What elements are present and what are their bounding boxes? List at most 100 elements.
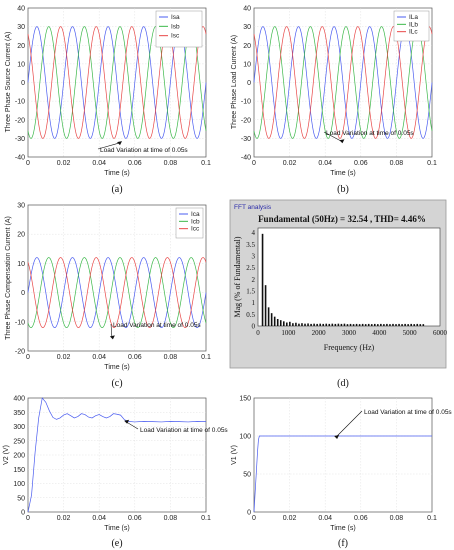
- grid: [28, 398, 206, 512]
- y-tick-label: 0: [247, 80, 251, 87]
- x-tick-label: 5000: [403, 329, 418, 337]
- fft-bar: [270, 313, 273, 326]
- x-axis-label: Time (s): [330, 170, 355, 177]
- x-tick-label: 0.06: [128, 354, 142, 361]
- y-tick-label: 250: [13, 438, 25, 445]
- series-line-isc: [27, 26, 207, 139]
- x-axis-label: Time (s): [104, 170, 129, 177]
- y-tick-label: 400: [13, 396, 25, 403]
- tick-labels: 0 1000 2000 3000 4000 5000 6000 0 0.5 1 1.5 2 2.5 3 3.…: [246, 229, 447, 337]
- legend-label: Icc: [191, 226, 200, 233]
- fft-bar: [398, 323, 400, 326]
- x-tick-label: 2000: [312, 329, 327, 337]
- fft-bar: [373, 323, 376, 326]
- axes-frame: [253, 397, 433, 513]
- fft-bar: [310, 323, 312, 326]
- fft-bar: [404, 323, 406, 326]
- fft-bar: [416, 323, 419, 326]
- fft-bar: [292, 323, 294, 326]
- x-tick-label: 0.08: [164, 160, 178, 167]
- series-line-ica: [27, 257, 207, 329]
- y-tick-label: 30: [17, 203, 25, 210]
- caption-f: (f): [338, 538, 348, 549]
- y-tick-label: 0: [21, 510, 25, 517]
- series-line-icb: [27, 257, 207, 328]
- y-tick-label: -20: [241, 117, 251, 124]
- legend-label: Isc: [171, 33, 180, 40]
- x-tick-label: 0.02: [283, 515, 297, 522]
- x-tick-label: 0: [252, 160, 256, 167]
- plot-lines: [27, 397, 207, 513]
- y-tick-label: -40: [241, 155, 251, 162]
- legend-label: Isa: [171, 14, 180, 21]
- caption-d: (d): [337, 378, 349, 389]
- x-tick-label: 0.08: [164, 354, 178, 361]
- y-tick-label: -20: [15, 117, 25, 124]
- x-tick-label: 0.04: [318, 160, 332, 167]
- panel-b: 0 0.02 0.04 0.06 0.08 0.1 -40 -30 -20 -10 0 10 20 30 4…: [231, 6, 437, 196]
- x-tick-label: 0.02: [57, 354, 71, 361]
- legend-label: ILb: [409, 21, 418, 28]
- fft-bar: [349, 323, 352, 326]
- fft-bar: [276, 319, 279, 326]
- fft-bar: [307, 323, 309, 326]
- fft-bar: [422, 324, 425, 326]
- y-axis-label: Three Phase Source Current (A): [5, 32, 12, 133]
- x-tick-label: 0.06: [128, 160, 142, 167]
- y-tick-label: 3: [252, 253, 256, 261]
- fft-bar: [289, 321, 291, 326]
- annotation-arrow-line: [335, 410, 363, 438]
- y-tick-label: 20: [243, 43, 251, 50]
- legend-box: [175, 207, 204, 239]
- y-tick-label: 0.5: [246, 311, 255, 319]
- y-axis-label: Three Phase Compensation Current (A): [5, 216, 12, 340]
- y-tick-label: -10: [15, 99, 25, 106]
- x-tick-label: 0.1: [427, 160, 437, 167]
- fft-bars: [261, 233, 425, 326]
- x-tick-label: 0.06: [354, 515, 368, 522]
- tick-labels: 0 0.02 0.04 0.06 0.08 0.1 0 50 100 150 200 250 300 35…: [13, 396, 211, 523]
- annotation-arrow-line: [97, 142, 120, 150]
- x-tick-label: 0: [26, 515, 30, 522]
- x-tick-label: 0.02: [283, 160, 297, 167]
- series-line-ilc: [253, 26, 433, 139]
- fft-bar: [340, 323, 343, 326]
- y-tick-label: -20: [15, 349, 25, 356]
- tick-labels: 0 0.02 0.04 0.06 0.08 0.1 0 50 100 150: [239, 396, 437, 523]
- y-tick-label: 2: [252, 276, 256, 284]
- y-tick-label: 0: [21, 290, 25, 297]
- y-tick-label: 200: [13, 453, 25, 460]
- fft-bar: [298, 323, 300, 326]
- fft-bar: [286, 322, 288, 326]
- y-axis-label: Mag (% of Fundamental): [233, 236, 242, 317]
- y-tick-label: 40: [17, 6, 25, 13]
- y-tick-label: 4: [252, 229, 256, 237]
- x-tick-label: 0.02: [57, 160, 71, 167]
- fft-bar: [273, 316, 276, 326]
- y-tick-label: 350: [13, 410, 25, 417]
- fft-bar: [364, 324, 367, 326]
- x-tick-label: 0.1: [201, 354, 211, 361]
- y-tick-label: -40: [15, 155, 25, 162]
- fft-bar: [282, 321, 285, 326]
- fft-bar: [316, 323, 318, 326]
- fft-bar: [401, 324, 403, 326]
- y-tick-label: -30: [15, 136, 25, 143]
- y-tick-label: 3.5: [246, 241, 255, 249]
- legend-label: ILc: [409, 29, 418, 36]
- x-tick-label: 0: [256, 329, 260, 337]
- plot-lines: [253, 435, 432, 513]
- fft-bar: [295, 322, 297, 326]
- x-axis-label: Time (s): [104, 525, 129, 532]
- annotation-text: Load Variation at time of 0.05s: [113, 322, 201, 329]
- annotation-arrowhead: [334, 435, 340, 439]
- y-tick-label: 300: [13, 424, 25, 431]
- y-axis-label: Three Phase Load Current (A): [231, 35, 238, 129]
- fft-bar: [313, 323, 315, 326]
- fft-bar: [328, 323, 331, 326]
- legend-box: [393, 10, 430, 42]
- fft-bar: [358, 324, 361, 326]
- axes-frame: [257, 227, 441, 327]
- caption-e: (e): [111, 538, 122, 549]
